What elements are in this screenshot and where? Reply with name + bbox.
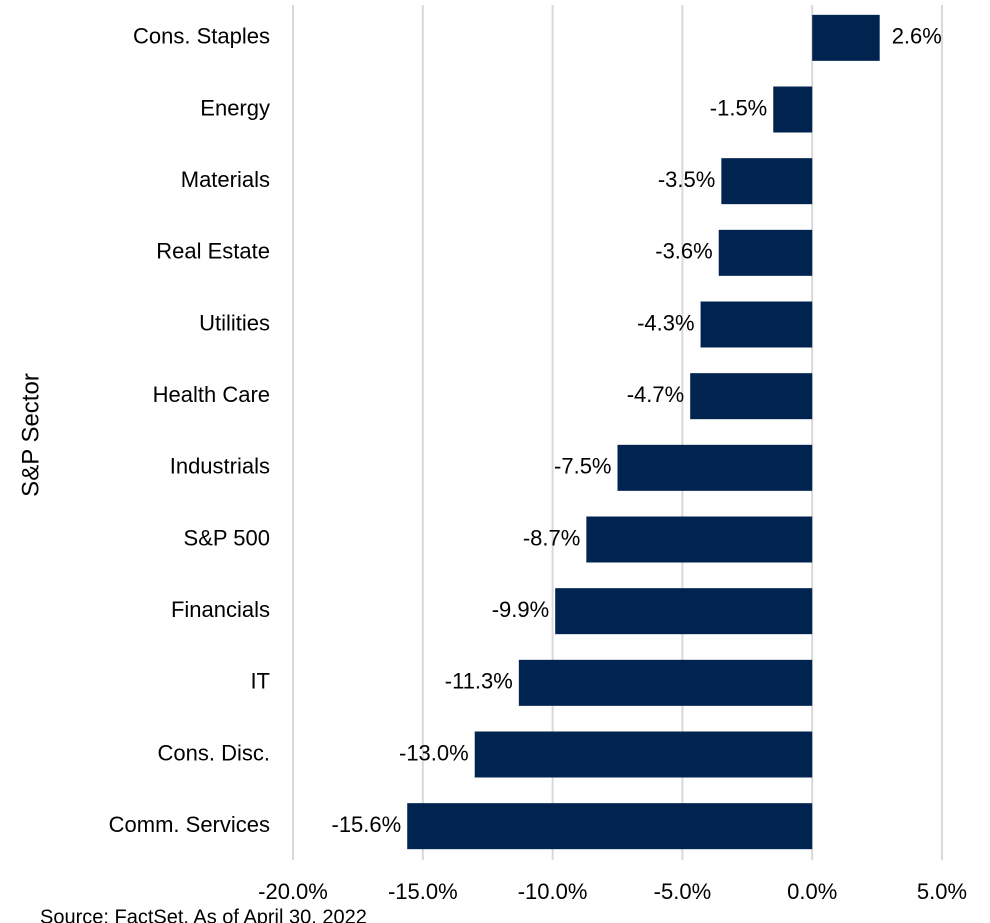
bar (555, 588, 813, 635)
bar (586, 516, 813, 563)
bar (721, 158, 813, 205)
y-tick-label: Financials (171, 597, 270, 622)
data-label: -15.6% (332, 812, 402, 837)
data-label: -9.9% (492, 597, 549, 622)
bar (718, 229, 813, 276)
data-label: -11.3% (445, 669, 513, 694)
data-label: -4.3% (637, 310, 694, 335)
y-tick-label: IT (250, 669, 270, 694)
bar (773, 86, 813, 133)
x-tick-label: -5.0% (654, 879, 711, 904)
bar (518, 659, 813, 706)
bar (474, 731, 813, 778)
bar (690, 373, 813, 420)
y-tick-label: Industrials (170, 454, 270, 479)
y-tick-label: Materials (181, 167, 270, 192)
y-axis-label: S&P Sector (17, 373, 44, 497)
data-label: -1.5% (710, 95, 767, 120)
y-tick-label: S&P 500 (184, 525, 270, 550)
y-tick-label: Cons. Staples (133, 24, 270, 49)
bar (617, 444, 813, 491)
x-tick-label: 5.0% (917, 879, 967, 904)
bar (812, 14, 880, 61)
x-tick-label: -20.0% (258, 879, 328, 904)
y-tick-label: Health Care (153, 382, 270, 407)
data-label: -4.7% (627, 382, 684, 407)
y-tick-label: Cons. Disc. (158, 740, 270, 765)
y-tick-label: Real Estate (156, 239, 270, 264)
data-label: -7.5% (554, 454, 611, 479)
x-tick-label: -15.0% (388, 879, 458, 904)
y-tick-label: Comm. Services (109, 812, 270, 837)
source-note: Source: FactSet. As of April 30, 2022 (40, 906, 367, 923)
bar (700, 301, 813, 348)
y-tick-label: Energy (200, 95, 270, 120)
data-label: 2.6% (892, 24, 942, 49)
data-label: -3.6% (655, 239, 712, 264)
data-label: -8.7% (523, 525, 580, 550)
x-tick-label: -10.0% (518, 879, 588, 904)
data-label: -3.5% (658, 167, 715, 192)
x-tick-label: 0.0% (787, 879, 837, 904)
data-label: -13.0% (399, 740, 469, 765)
bar (407, 803, 813, 850)
y-tick-label: Utilities (199, 310, 270, 335)
